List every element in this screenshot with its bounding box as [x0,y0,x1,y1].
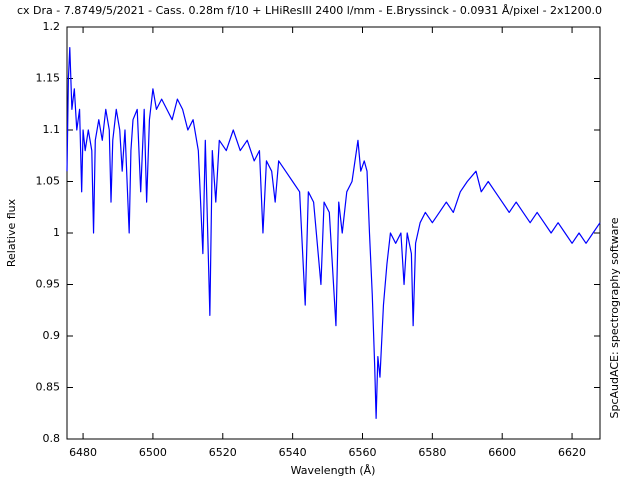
plot-frame [66,26,601,440]
y-tick-label: 0.8 [43,432,61,445]
x-tick-label: 6500 [139,446,167,459]
x-tick-label: 6480 [69,446,97,459]
y-tick-label: 0.9 [43,329,61,342]
y-axis-label: Relative flux [5,198,18,267]
chart-title: cx Dra - 7.8749/5/2021 - Cass. 0.28m f/1… [17,4,602,17]
x-tick-label: 6580 [418,446,446,459]
y-tick-label: 1.15 [36,72,61,85]
side-note: SpcAudACE: spectrography software [608,217,621,418]
y-tick-label: 1.05 [36,175,61,188]
x-axis-label: Wavelength (Å) [291,464,376,477]
y-tick-label: 0.95 [36,278,61,291]
y-tick-label: 1.1 [43,123,61,136]
x-tick-label: 6600 [488,446,516,459]
x-tick-label: 6620 [558,446,586,459]
spectrum-line [66,47,601,419]
y-tick-label: 0.85 [36,381,61,394]
x-tick-label: 6520 [209,446,237,459]
x-tick-label: 6560 [348,446,376,459]
y-tick-label: 1 [53,226,60,239]
y-tick-label: 1.2 [43,20,61,33]
x-tick-label: 6540 [279,446,307,459]
